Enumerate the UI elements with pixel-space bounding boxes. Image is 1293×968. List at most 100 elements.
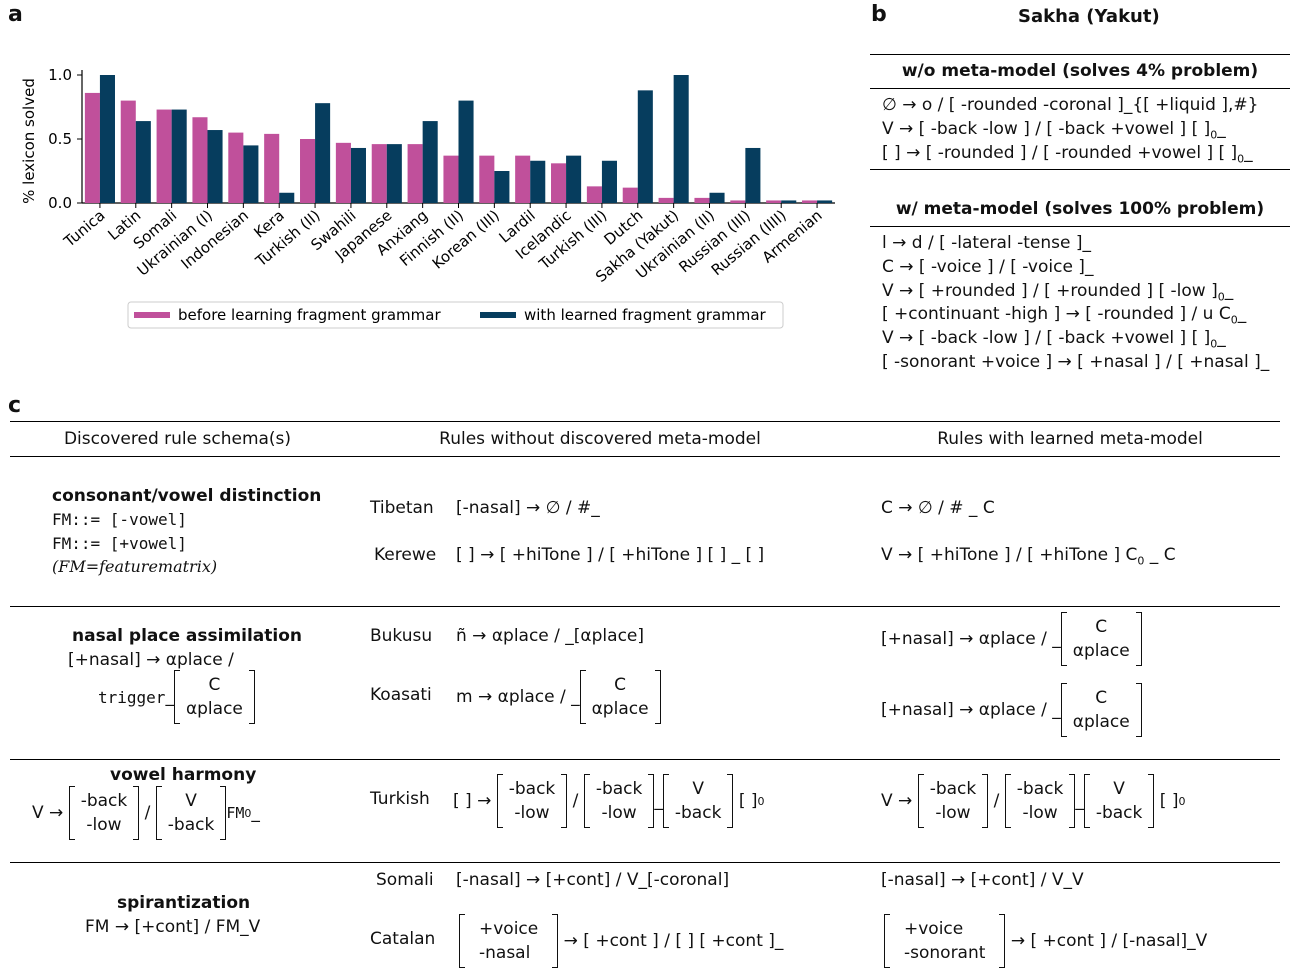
legend-swatch-1	[480, 312, 516, 318]
legend-swatch-0	[134, 312, 170, 318]
y-tick-label: 0.0	[48, 194, 72, 212]
bar-with	[243, 145, 258, 203]
bar-before	[121, 101, 136, 203]
bar-with	[387, 144, 402, 203]
bukusu-rule-without: ñ → αplace / _[αplace]	[456, 626, 644, 646]
bar-before	[802, 200, 817, 203]
bar-with	[566, 156, 581, 203]
section-rule-1	[10, 606, 1280, 607]
bar-with	[423, 121, 438, 203]
catalan-rule-without: +voice -nasal → [ +cont ] / [ ] [ +cont ]…	[459, 914, 783, 968]
bar-before	[443, 156, 458, 203]
spir-schema: FM → [+cont] / FM_V	[85, 917, 260, 937]
panel-b-rule-4	[870, 226, 1290, 227]
kerewe-rule-without: [ ] → [ +hiTone ] / [ +hiTone ] [ ] _ [ …	[456, 545, 764, 565]
cv-schema-line-2: FM::= [+vowel]	[52, 534, 187, 553]
legend-label-0: before learning fragment grammar	[178, 306, 441, 324]
header-bottom-rule	[10, 456, 1280, 457]
bar-before	[587, 186, 602, 203]
kerewe-rule-with: V → [ +hiTone ] / [ +hiTone ] C0 _ C	[881, 545, 1176, 567]
bar-before	[300, 139, 315, 203]
panel-b-without-header: w/o meta-model (solves 4% problem)	[870, 61, 1290, 81]
turkish-rule-without: [ ] → -back -low / -back -low _ V -back [ ]…	[453, 774, 765, 828]
harmony-schema: V → -back -low / V -back FM 0 _	[32, 786, 260, 840]
bukusu-rule-with: [+nasal] → αplace / _ Cαplace	[881, 612, 1142, 666]
bar-with	[710, 193, 725, 203]
sakha-w-rule-5: V → [ -back -low ] / [ -back +vowel ] [ …	[882, 328, 1226, 350]
y-tick-label: 0.5	[48, 130, 72, 148]
lang-somali: Somali	[376, 870, 434, 890]
sakha-wo-rule-3: [ ] → [ -rounded ] / [ -rounded +vowel ]…	[882, 143, 1253, 165]
bar-with	[172, 110, 187, 203]
sakha-w-rule-4: [ +continuant -high ] → [ -rounded ] / u…	[882, 304, 1246, 326]
harmony-schema-title: vowel harmony	[110, 765, 256, 785]
sakha-w-rule-3: V → [ +rounded ] / [ +rounded ] [ -low ]…	[882, 281, 1233, 303]
bar-with	[208, 130, 223, 203]
panel-b-label: b	[871, 2, 887, 27]
panel-b-title: Sakha (Yakut)	[1018, 6, 1160, 27]
sakha-w-rule-6: [ -sonorant +voice ] → [ +nasal ] / [ +n…	[882, 352, 1269, 372]
bar-before	[408, 144, 423, 203]
somali-rule-without: [-nasal] → [+cont] / V_[-coronal]	[456, 870, 729, 890]
bar-before	[85, 93, 100, 203]
panel-b-rule-2	[870, 88, 1290, 89]
bar-with	[530, 161, 545, 203]
bar-with	[315, 103, 330, 203]
x-tick-label: Tunica	[60, 206, 109, 251]
lang-kerewe: Kerewe	[374, 545, 436, 565]
col-header-without: Rules without discovered meta-model	[400, 429, 800, 449]
bar-with	[351, 148, 366, 203]
lang-catalan: Catalan	[370, 929, 435, 949]
panel-b-with-header: w/ meta-model (solves 100% problem)	[870, 199, 1290, 219]
tibetan-rule-without: [-nasal] → ∅ / #_	[456, 498, 600, 518]
section-rule-3	[10, 862, 1280, 863]
section-rule-2	[10, 759, 1280, 760]
bar-with	[136, 121, 151, 203]
lang-tibetan: Tibetan	[370, 498, 434, 518]
panel-a-label: a	[8, 2, 23, 27]
table-top-rule	[10, 421, 1280, 422]
nasal-schema-title: nasal place assimilation	[72, 626, 302, 646]
bar-with	[494, 171, 509, 203]
col-header-schema: Discovered rule schema(s)	[10, 429, 345, 449]
bar-with	[674, 75, 689, 203]
bar-with	[817, 200, 832, 203]
bar-with	[745, 148, 760, 203]
bar-before	[479, 156, 494, 203]
catalan-rule-with: +voice -sonorant → [ +cont ] / [-nasal]_V	[884, 914, 1207, 968]
panel-b-rule-top	[870, 54, 1290, 55]
panel-b-rule-3	[870, 169, 1290, 170]
y-tick-label: 1.0	[48, 66, 72, 84]
tibetan-rule-with: C → ∅ / # _ C	[881, 498, 995, 518]
sakha-w-rule-1: l → d / [ -lateral -tense ]_	[882, 233, 1091, 253]
bar-before	[192, 117, 207, 203]
nasal-schema-trigger: trigger _ Cαplace	[98, 670, 255, 724]
bar-with	[638, 90, 653, 203]
bar-chart: 0.00.51.0% lexicon solvedTunicaLatinSoma…	[0, 40, 860, 340]
sakha-wo-rule-1: ∅ → o / [ -rounded -coronal ]_{[ +liquid…	[882, 95, 1258, 115]
panel-c-label: c	[8, 393, 21, 418]
bar-before	[623, 188, 638, 203]
sakha-w-rule-2: C → [ -voice ] / [ -voice ]_	[882, 257, 1093, 277]
nasal-schema-line: [+nasal] → αplace /	[68, 650, 234, 670]
sakha-wo-rule-2: V → [ -back -low ] / [ -back +vowel ] [ …	[882, 119, 1226, 141]
bar-before	[336, 143, 351, 203]
turkish-rule-with: V → -back -low / -back -low _ V -back [ ] 0	[881, 774, 1185, 828]
bar-with	[459, 101, 474, 203]
bar-before	[372, 144, 387, 203]
somali-rule-with: [-nasal] → [+cont] / V_V	[881, 870, 1084, 890]
bar-before	[157, 110, 172, 203]
bar-before	[659, 198, 674, 203]
spir-schema-title: spirantization	[117, 893, 250, 913]
bar-with	[100, 75, 115, 203]
cv-schema-line-1: FM::= [-vowel]	[52, 510, 187, 529]
legend-label-1: with learned fragment grammar	[524, 306, 767, 324]
col-header-with: Rules with learned meta-model	[870, 429, 1270, 449]
bar-before	[228, 133, 243, 203]
y-axis-label: % lexicon solved	[20, 78, 38, 204]
cv-schema-note: (FM=featurematrix)	[52, 557, 217, 576]
bar-before	[515, 156, 530, 203]
bar-before	[730, 200, 745, 203]
